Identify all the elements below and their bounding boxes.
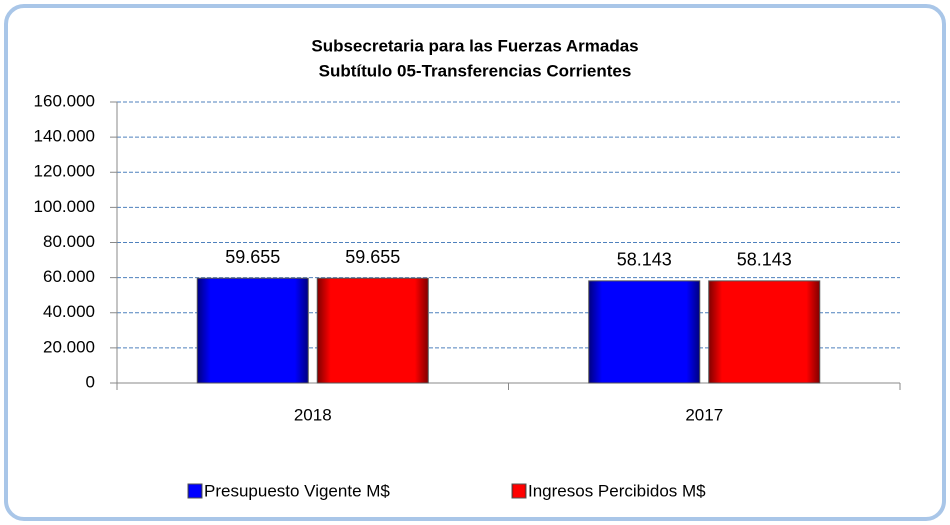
chart-title: Subsecretaria para las Fuerzas Armadas xyxy=(311,36,638,55)
value-label: 58.143 xyxy=(737,250,792,270)
y-tick-label: 140.000 xyxy=(34,127,95,146)
x-tick-label: 2018 xyxy=(294,405,332,424)
y-tick-label: 120.000 xyxy=(34,162,95,181)
legend-label: Presupuesto Vigente M$ xyxy=(204,481,390,500)
bar xyxy=(196,277,309,384)
value-label: 58.143 xyxy=(617,250,672,270)
y-tick-label: 0 xyxy=(86,372,95,391)
y-tick-label: 60.000 xyxy=(43,267,95,286)
value-label: 59.655 xyxy=(345,247,400,267)
legend-label: Ingresos Percibidos M$ xyxy=(528,481,706,500)
legend-swatch xyxy=(511,483,527,499)
y-tick-label: 100.000 xyxy=(34,197,95,216)
bar xyxy=(588,280,701,384)
frame xyxy=(4,4,946,521)
y-tick-label: 80.000 xyxy=(43,232,95,251)
y-tick-label: 40.000 xyxy=(43,302,95,321)
chart-subtitle: Subtítulo 05-Transferencias Corrientes xyxy=(319,61,632,80)
x-tick-label: 2017 xyxy=(685,405,723,424)
y-tick-label: 20.000 xyxy=(43,337,95,356)
legend-swatch xyxy=(187,483,203,499)
bar xyxy=(316,277,429,384)
value-label: 59.655 xyxy=(225,247,280,267)
y-tick-label: 160.000 xyxy=(34,91,95,110)
bar xyxy=(708,280,821,384)
